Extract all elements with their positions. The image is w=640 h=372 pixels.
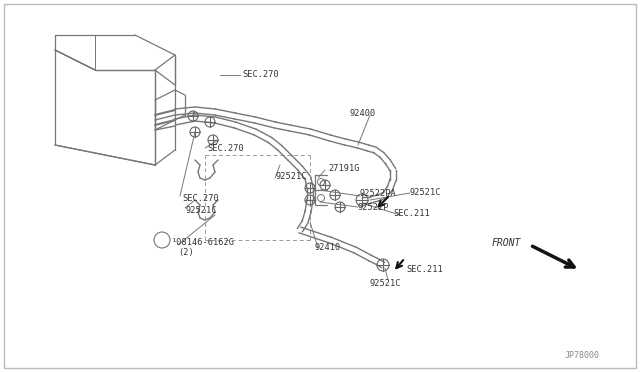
Text: 92521C: 92521C	[370, 279, 401, 288]
Text: FRONT: FRONT	[492, 238, 522, 248]
Text: 27191G: 27191G	[328, 164, 360, 173]
Text: 92521C: 92521C	[186, 205, 218, 215]
Text: 92522P: 92522P	[358, 202, 390, 212]
Text: SEC.270: SEC.270	[207, 144, 244, 153]
Text: ¹08146-6162G: ¹08146-6162G	[172, 237, 235, 247]
Text: SEC.270: SEC.270	[182, 193, 219, 202]
Text: 92400: 92400	[350, 109, 376, 118]
Text: 92410: 92410	[315, 244, 341, 253]
Text: JP78000: JP78000	[565, 350, 600, 359]
Text: SEC.211: SEC.211	[406, 266, 443, 275]
Text: SEC.211: SEC.211	[393, 208, 429, 218]
Text: (2): (2)	[178, 248, 194, 257]
Text: 92522PA: 92522PA	[360, 189, 397, 198]
Text: SEC.270: SEC.270	[242, 70, 279, 78]
Text: 92521C: 92521C	[276, 171, 307, 180]
Text: 92521C: 92521C	[410, 187, 442, 196]
